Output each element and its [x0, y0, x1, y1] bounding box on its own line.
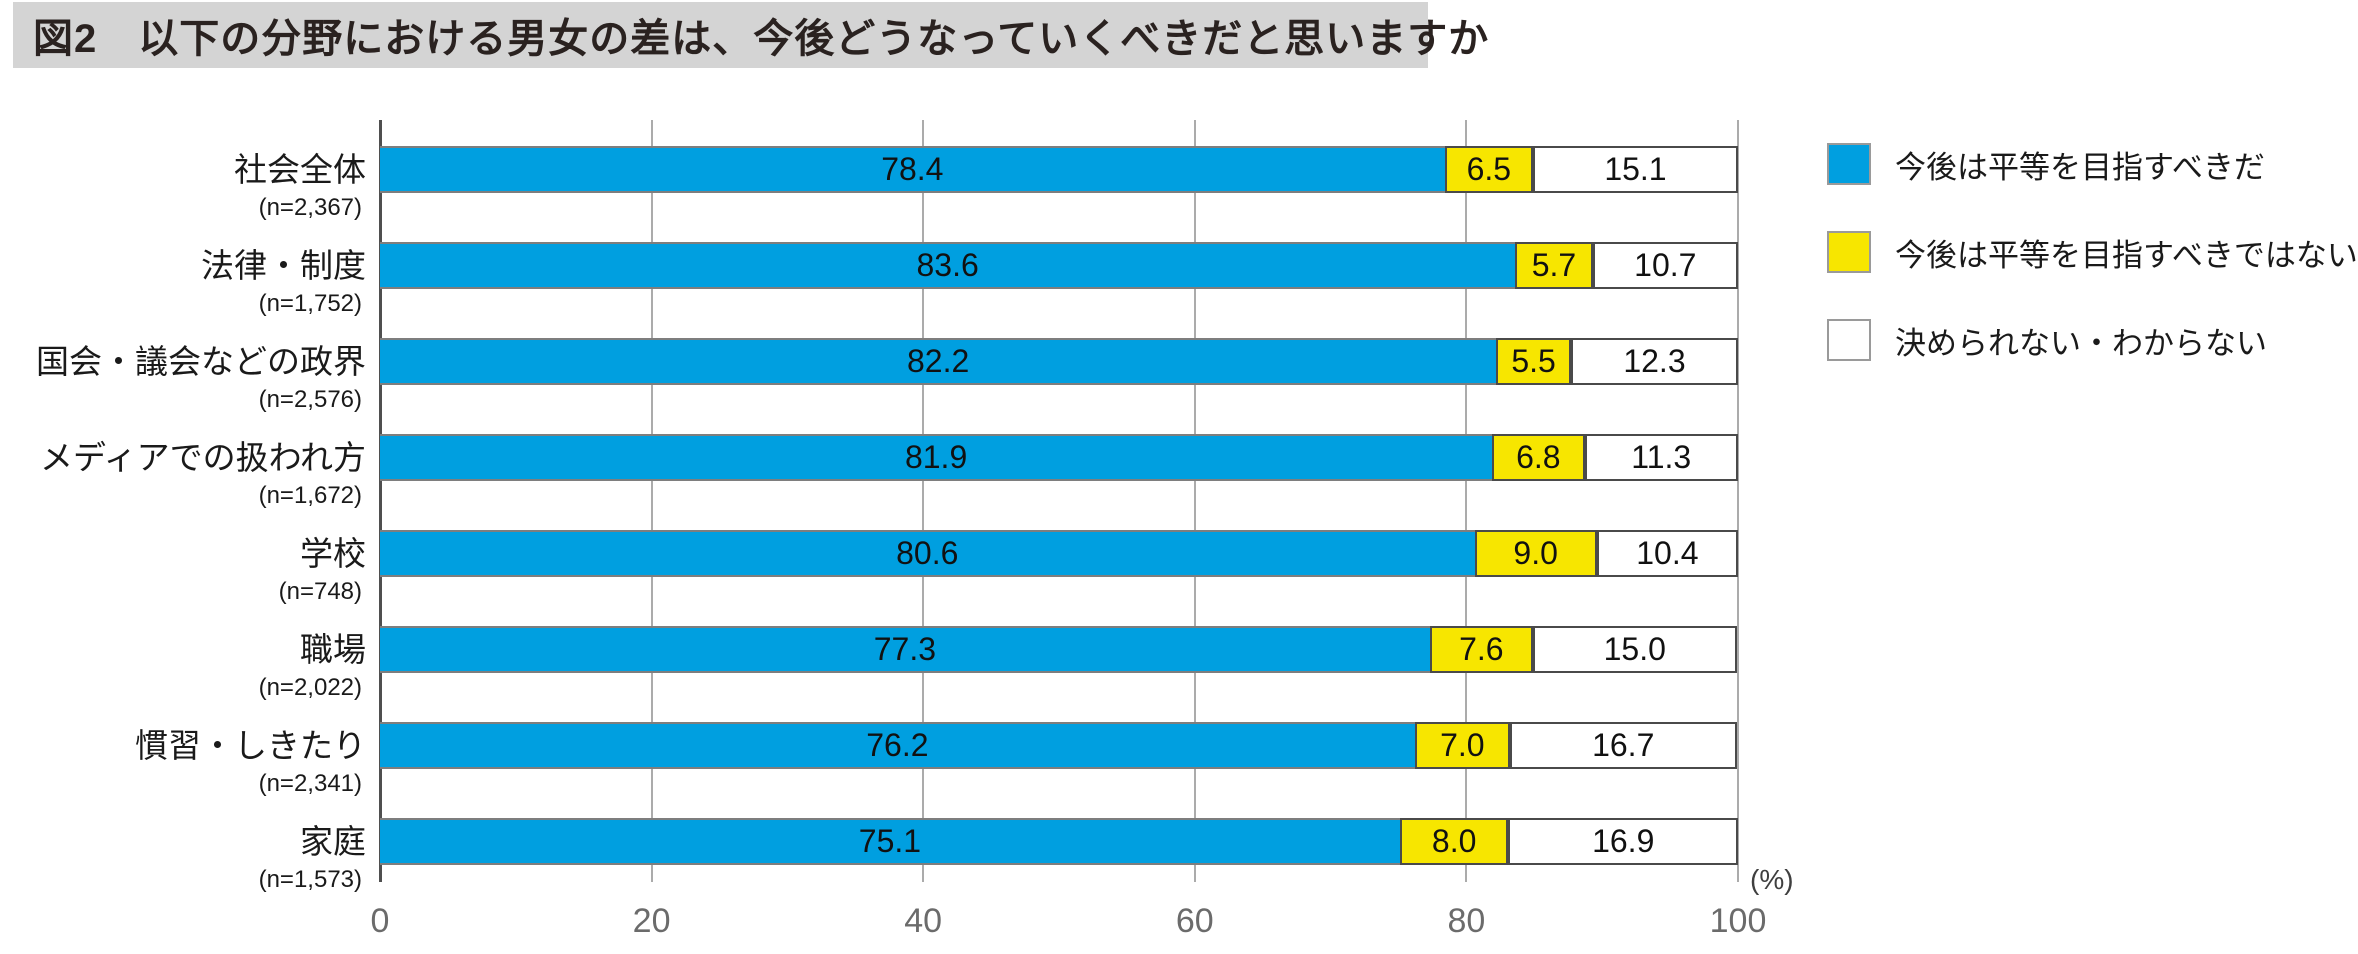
row-label-cell: 社会全体 (n=2,367) [0, 120, 372, 221]
stacked-bar: 82.2 5.5 12.3 [380, 338, 1738, 385]
title-band: 図2 以下の分野における男女の差は、今後どうなっていくべきだと思いますか [13, 2, 1488, 68]
bar-segment-should-aim-for-equality: 80.6 [380, 530, 1475, 577]
gridline [1193, 120, 1196, 882]
row-label-cell: 学校 (n=748) [0, 504, 372, 605]
bar-segment-should-not-aim-for-equality: 8.0 [1399, 818, 1509, 865]
stacked-bar: 77.3 7.6 15.0 [380, 626, 1738, 673]
bar-segment-should-not-aim-for-equality: 6.8 [1492, 434, 1585, 481]
gridline [1737, 120, 1739, 882]
bar-segment-undecided-dont-know: 15.1 [1532, 146, 1738, 193]
stacked-bar: 75.1 8.0 16.9 [380, 818, 1738, 865]
category-label: メディアでの扱われ方 [39, 439, 366, 476]
x-tick-label: 80 [1447, 902, 1486, 940]
sample-size-label: (n=2,367) [258, 194, 362, 221]
row-label-cell: 家庭 (n=1,573) [0, 792, 372, 893]
legend-swatch-undecided-dont-know [1827, 319, 1871, 361]
bar-segment-should-aim-for-equality: 77.3 [380, 626, 1430, 673]
row-label-cell: メディアでの扱われ方 (n=1,672) [0, 408, 372, 509]
chart-row: 法律・制度 (n=1,752) 83.6 5.7 10.7 [0, 216, 1738, 317]
bar-segment-undecided-dont-know: 12.3 [1570, 338, 1738, 385]
category-label: 家庭 [300, 823, 366, 860]
category-label: 社会全体 [234, 151, 366, 188]
bar-segment-should-aim-for-equality: 75.1 [380, 818, 1400, 865]
stacked-bar: 80.6 9.0 10.4 [380, 530, 1738, 577]
legend-item: 決められない・わからない [1827, 319, 2358, 361]
bar-segment-should-aim-for-equality: 78.4 [380, 146, 1445, 193]
bar-segment-undecided-dont-know: 16.9 [1508, 818, 1738, 865]
bar-segment-should-aim-for-equality: 83.6 [380, 242, 1516, 289]
gridline [1465, 120, 1468, 882]
category-label: 職場 [300, 631, 366, 668]
category-label: 学校 [300, 535, 366, 572]
row-label-cell: 慣習・しきたり (n=2,341) [0, 696, 372, 797]
bar-rows: 社会全体 (n=2,367) 78.4 6.5 15.1 法律・制度 (n=1,752) 83… [0, 120, 1738, 893]
chart-row: 学校 (n=748) 80.6 9.0 10.4 [0, 504, 1738, 605]
bar-segment-should-aim-for-equality: 82.2 [380, 338, 1497, 385]
sample-size-label: (n=2,576) [258, 386, 362, 413]
percent-unit-label: (%) [1750, 864, 1794, 895]
plot-grid [379, 120, 1739, 882]
legend-label: 決められない・わからない [1895, 325, 2267, 361]
stacked-bar: 76.2 7.0 16.7 [380, 722, 1738, 769]
bar-segment-undecided-dont-know: 10.7 [1592, 242, 1738, 289]
sample-size-label: (n=2,022) [258, 674, 362, 701]
chart-row: メディアでの扱われ方 (n=1,672) 81.9 6.8 11.3 [0, 408, 1738, 509]
bar-segment-undecided-dont-know: 15.0 [1532, 626, 1737, 673]
stacked-bar: 83.6 5.7 10.7 [380, 242, 1738, 289]
bar-segment-should-not-aim-for-equality: 7.0 [1414, 722, 1510, 769]
legend-swatch-should-aim-for-equality [1827, 143, 1871, 185]
legend: 今後は平等を目指すべきだ今後は平等を目指すべきではない 決められない・わからない [1827, 143, 2358, 407]
bar-segment-should-not-aim-for-equality: 6.5 [1444, 146, 1533, 193]
legend-label: 今後は平等を目指すべきではない [1895, 237, 2358, 273]
legend-label: 今後は平等を目指すべきだ [1895, 149, 2265, 185]
legend-item: 今後は平等を目指すべきだ [1827, 143, 2358, 185]
bar-segment-should-not-aim-for-equality: 5.7 [1515, 242, 1593, 289]
chart-row: 国会・議会などの政界 (n=2,576) 82.2 5.5 12.3 [0, 312, 1738, 413]
bar-segment-should-not-aim-for-equality: 7.6 [1429, 626, 1533, 673]
legend-item: 今後は平等を目指すべきではない [1827, 231, 2358, 273]
stacked-bar: 81.9 6.8 11.3 [380, 434, 1738, 481]
sample-size-label: (n=1,752) [258, 290, 362, 317]
chart-row: 社会全体 (n=2,367) 78.4 6.5 15.1 [0, 120, 1738, 221]
bar-segment-should-aim-for-equality: 76.2 [380, 722, 1415, 769]
row-label-cell: 法律・制度 (n=1,752) [0, 216, 372, 317]
row-label-cell: 職場 (n=2,022) [0, 600, 372, 701]
x-tick-label: 40 [904, 902, 943, 940]
x-tick-label: 100 [1709, 902, 1767, 940]
sample-size-label: (n=748) [278, 578, 362, 605]
bar-segment-undecided-dont-know: 10.4 [1596, 530, 1738, 577]
row-label-cell: 国会・議会などの政界 (n=2,576) [0, 312, 372, 413]
bar-segment-undecided-dont-know: 16.7 [1509, 722, 1737, 769]
category-label: 法律・制度 [201, 247, 366, 284]
category-label: 国会・議会などの政界 [36, 343, 366, 380]
bar-segment-should-aim-for-equality: 81.9 [380, 434, 1493, 481]
stacked-bar: 78.4 6.5 15.1 [380, 146, 1738, 193]
x-tick-label: 0 [370, 902, 390, 940]
x-tick-label: 20 [632, 902, 671, 940]
sample-size-label: (n=1,573) [258, 866, 362, 893]
chart-row: 職場 (n=2,022) 77.3 7.6 15.0 [0, 600, 1738, 701]
chart-row: 慣習・しきたり (n=2,341) 76.2 7.0 16.7 [0, 696, 1738, 797]
legend-swatch-should-not-aim-for-equality [1827, 231, 1871, 273]
bar-segment-should-not-aim-for-equality: 5.5 [1496, 338, 1571, 385]
axis-zero-line [379, 120, 382, 882]
chart-row: 家庭 (n=1,573) 75.1 8.0 16.9 [0, 792, 1738, 893]
gridline [650, 120, 653, 882]
bar-segment-undecided-dont-know: 11.3 [1584, 434, 1738, 481]
bar-segment-should-not-aim-for-equality: 9.0 [1474, 530, 1597, 577]
gridline [922, 120, 925, 882]
x-tick-label: 60 [1175, 902, 1214, 940]
category-label: 慣習・しきたり [135, 727, 366, 764]
sample-size-label: (n=2,341) [258, 770, 362, 797]
page-title: 図2 以下の分野における男女の差は、今後どうなっていくべきだと思いますか [33, 17, 1490, 61]
sample-size-label: (n=1,672) [258, 482, 362, 509]
